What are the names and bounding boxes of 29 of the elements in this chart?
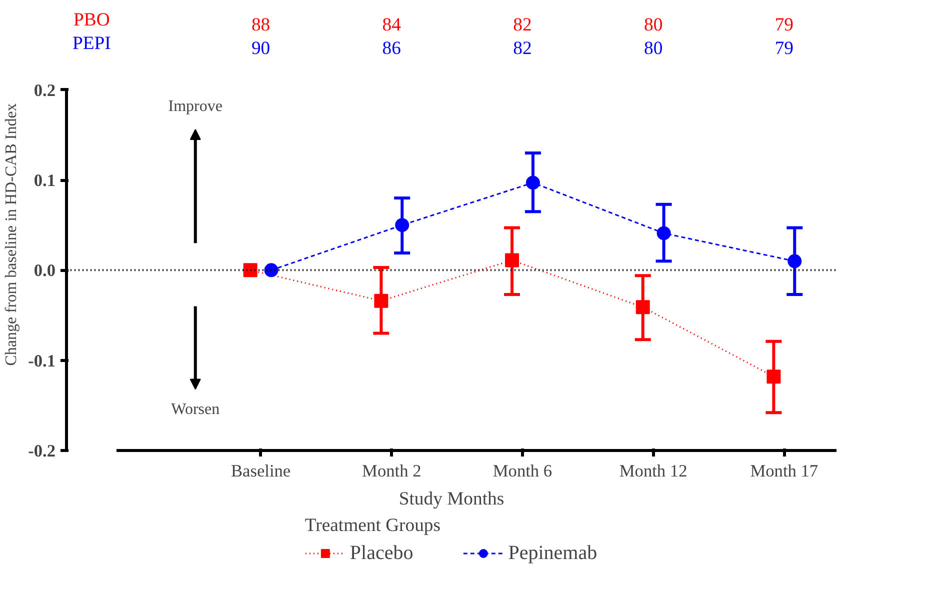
text: 79 (774, 14, 794, 36)
y-axis-title: Change from baseline in HD-CAB Index (3, 103, 20, 366)
text: PEPI (72, 32, 111, 54)
legend-label: Pepinemab (508, 542, 598, 564)
text: 82 (513, 38, 532, 59)
text: 90 (251, 38, 270, 59)
x-tick-label: Month 17 (750, 462, 818, 480)
text: 84 (382, 14, 402, 36)
x-tick-label: Month 12 (619, 462, 688, 480)
annotation: Improve (168, 98, 222, 116)
y-tick-label: -0.1 (28, 351, 56, 370)
text: 80 (644, 14, 663, 36)
text: 80 (644, 38, 663, 59)
annotation: Worsen (171, 401, 220, 418)
text: 88 (251, 14, 270, 36)
y-tick-label: 0.1 (34, 171, 56, 190)
y-tick-label: 0.0 (34, 261, 56, 280)
y-tick-label: -0.2 (28, 442, 56, 460)
text: PBO (74, 9, 110, 30)
text: 79 (774, 38, 794, 59)
x-tick-label: Baseline (230, 462, 291, 480)
legend-title: Treatment Groups (304, 514, 442, 536)
x-axis-title: Study Months (398, 488, 504, 510)
text: 82 (513, 14, 532, 36)
x-tick-label: Month 2 (362, 462, 422, 480)
y-tick-label: 0.2 (34, 80, 56, 100)
x-tick-label: Month 6 (492, 462, 552, 480)
legend-label: Placebo (350, 542, 414, 564)
text: 86 (382, 38, 401, 59)
